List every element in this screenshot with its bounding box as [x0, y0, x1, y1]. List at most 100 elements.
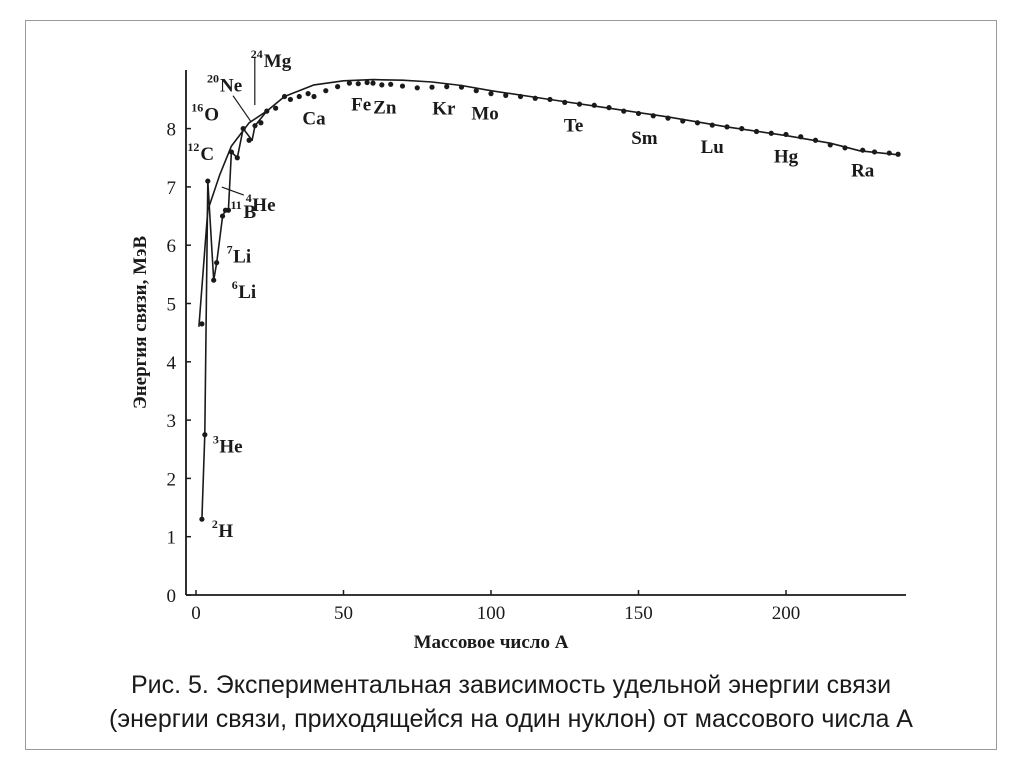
- data-point: [871, 149, 878, 155]
- data-point: [665, 115, 671, 121]
- data-point: [680, 118, 686, 124]
- data-point: [264, 108, 270, 114]
- data-point: [305, 91, 311, 97]
- element-symbol: Ne: [220, 76, 242, 97]
- element-label-ca: Ca: [302, 109, 326, 130]
- element-symbol: C: [200, 144, 214, 165]
- data-point: [202, 432, 208, 438]
- data-point: [199, 516, 205, 522]
- data-point: [895, 151, 901, 157]
- data-point: [798, 134, 804, 140]
- data-point: [205, 178, 211, 184]
- data-point: [225, 207, 232, 213]
- data-point: [364, 79, 370, 86]
- nuclide-label-o-16: 16 O: [191, 101, 219, 126]
- nuclide-label-li-7: 7 Li: [227, 243, 251, 268]
- data-point: [753, 128, 760, 135]
- element-symbol: O: [204, 105, 219, 126]
- data-point: [199, 321, 205, 327]
- data-point: [694, 120, 701, 126]
- data-point: [621, 108, 627, 114]
- element-symbol: Mg: [264, 51, 292, 72]
- data-point: [429, 84, 435, 90]
- data-point: [214, 260, 220, 266]
- figure-caption: Рис. 5. Экспериментальная зависимость уд…: [25, 668, 997, 736]
- y-tick-label: 6: [167, 236, 177, 257]
- data-point: [827, 142, 833, 148]
- data-point: [473, 88, 479, 94]
- data-point: [258, 120, 264, 126]
- data-point: [414, 85, 420, 91]
- data-point: [246, 137, 252, 143]
- y-tick-label: 5: [167, 295, 177, 316]
- data-point: [234, 155, 240, 161]
- data-point: [768, 130, 774, 136]
- x-tick-label: 200: [772, 603, 801, 624]
- element-symbol: Li: [238, 282, 256, 303]
- mass-number: 11: [230, 198, 241, 212]
- light-nuclei-line: [201, 110, 268, 520]
- x-tick-label: 50: [334, 603, 353, 624]
- data-point: [576, 101, 583, 107]
- data-point: [273, 105, 279, 111]
- figure-frame: [25, 20, 997, 750]
- data-point: [335, 84, 341, 90]
- data-point: [650, 113, 656, 119]
- mass-number: 7: [227, 243, 233, 257]
- data-point: [562, 99, 568, 105]
- chart-series: [198, 78, 901, 522]
- mass-number: 3: [213, 433, 219, 447]
- element-label-sm: Sm: [631, 128, 658, 149]
- element-label-kr: Kr: [432, 99, 456, 120]
- mass-number: 12: [187, 140, 199, 154]
- data-point: [517, 93, 524, 100]
- data-point: [886, 150, 892, 156]
- x-tick-label: 0: [191, 603, 201, 624]
- y-tick-label: 7: [167, 178, 177, 199]
- caption-line-1: Рис. 5. Экспериментальная зависимость уд…: [130, 671, 892, 699]
- mass-number: 6: [232, 278, 238, 292]
- data-point: [287, 96, 293, 103]
- y-tick-label: 8: [167, 120, 177, 141]
- data-point: [547, 96, 553, 103]
- nuclide-label-li-6: 6 Li: [232, 278, 256, 303]
- mass-number: 24: [251, 47, 263, 61]
- data-point: [281, 93, 288, 100]
- data-point: [860, 147, 866, 153]
- mass-number: 16: [191, 101, 203, 115]
- data-point: [399, 83, 406, 89]
- nuclide-label-he-4: 4 He: [221, 186, 276, 216]
- data-point: [488, 91, 494, 97]
- nuclide-label-b-11: 11 B: [230, 198, 256, 223]
- element-label-te: Te: [564, 116, 583, 137]
- nuclide-label-ne-20: 20 Ne: [207, 72, 252, 123]
- data-point: [211, 277, 217, 283]
- data-point: [783, 131, 789, 138]
- data-point: [503, 92, 509, 98]
- y-tick-label: 3: [167, 411, 177, 432]
- data-point: [252, 123, 258, 129]
- element-label-fe: Fe: [351, 95, 371, 116]
- y-axis-title: Энергия связи, МэВ: [130, 236, 151, 410]
- data-point: [444, 84, 450, 90]
- data-point: [228, 149, 234, 155]
- x-tick-label: 100: [477, 603, 506, 624]
- data-point: [532, 95, 538, 101]
- data-point: [323, 88, 329, 94]
- data-point: [724, 124, 730, 130]
- y-tick-label: 0: [167, 586, 177, 607]
- nuclide-label-c-12: 12 C: [187, 140, 214, 165]
- leader-line: [232, 95, 252, 123]
- x-tick-label: 150: [624, 603, 653, 624]
- element-symbol: H: [218, 521, 233, 542]
- data-point: [296, 93, 302, 100]
- element-symbol: B: [243, 202, 256, 223]
- element-label-hg: Hg: [774, 146, 799, 167]
- caption-line-2: (энергии связи, приходящейся на один нук…: [109, 705, 913, 733]
- leader-line: [221, 186, 245, 196]
- data-point: [635, 110, 642, 117]
- nuclide-label-he-3: 3 He: [213, 433, 243, 458]
- y-tick-label: 1: [167, 528, 177, 549]
